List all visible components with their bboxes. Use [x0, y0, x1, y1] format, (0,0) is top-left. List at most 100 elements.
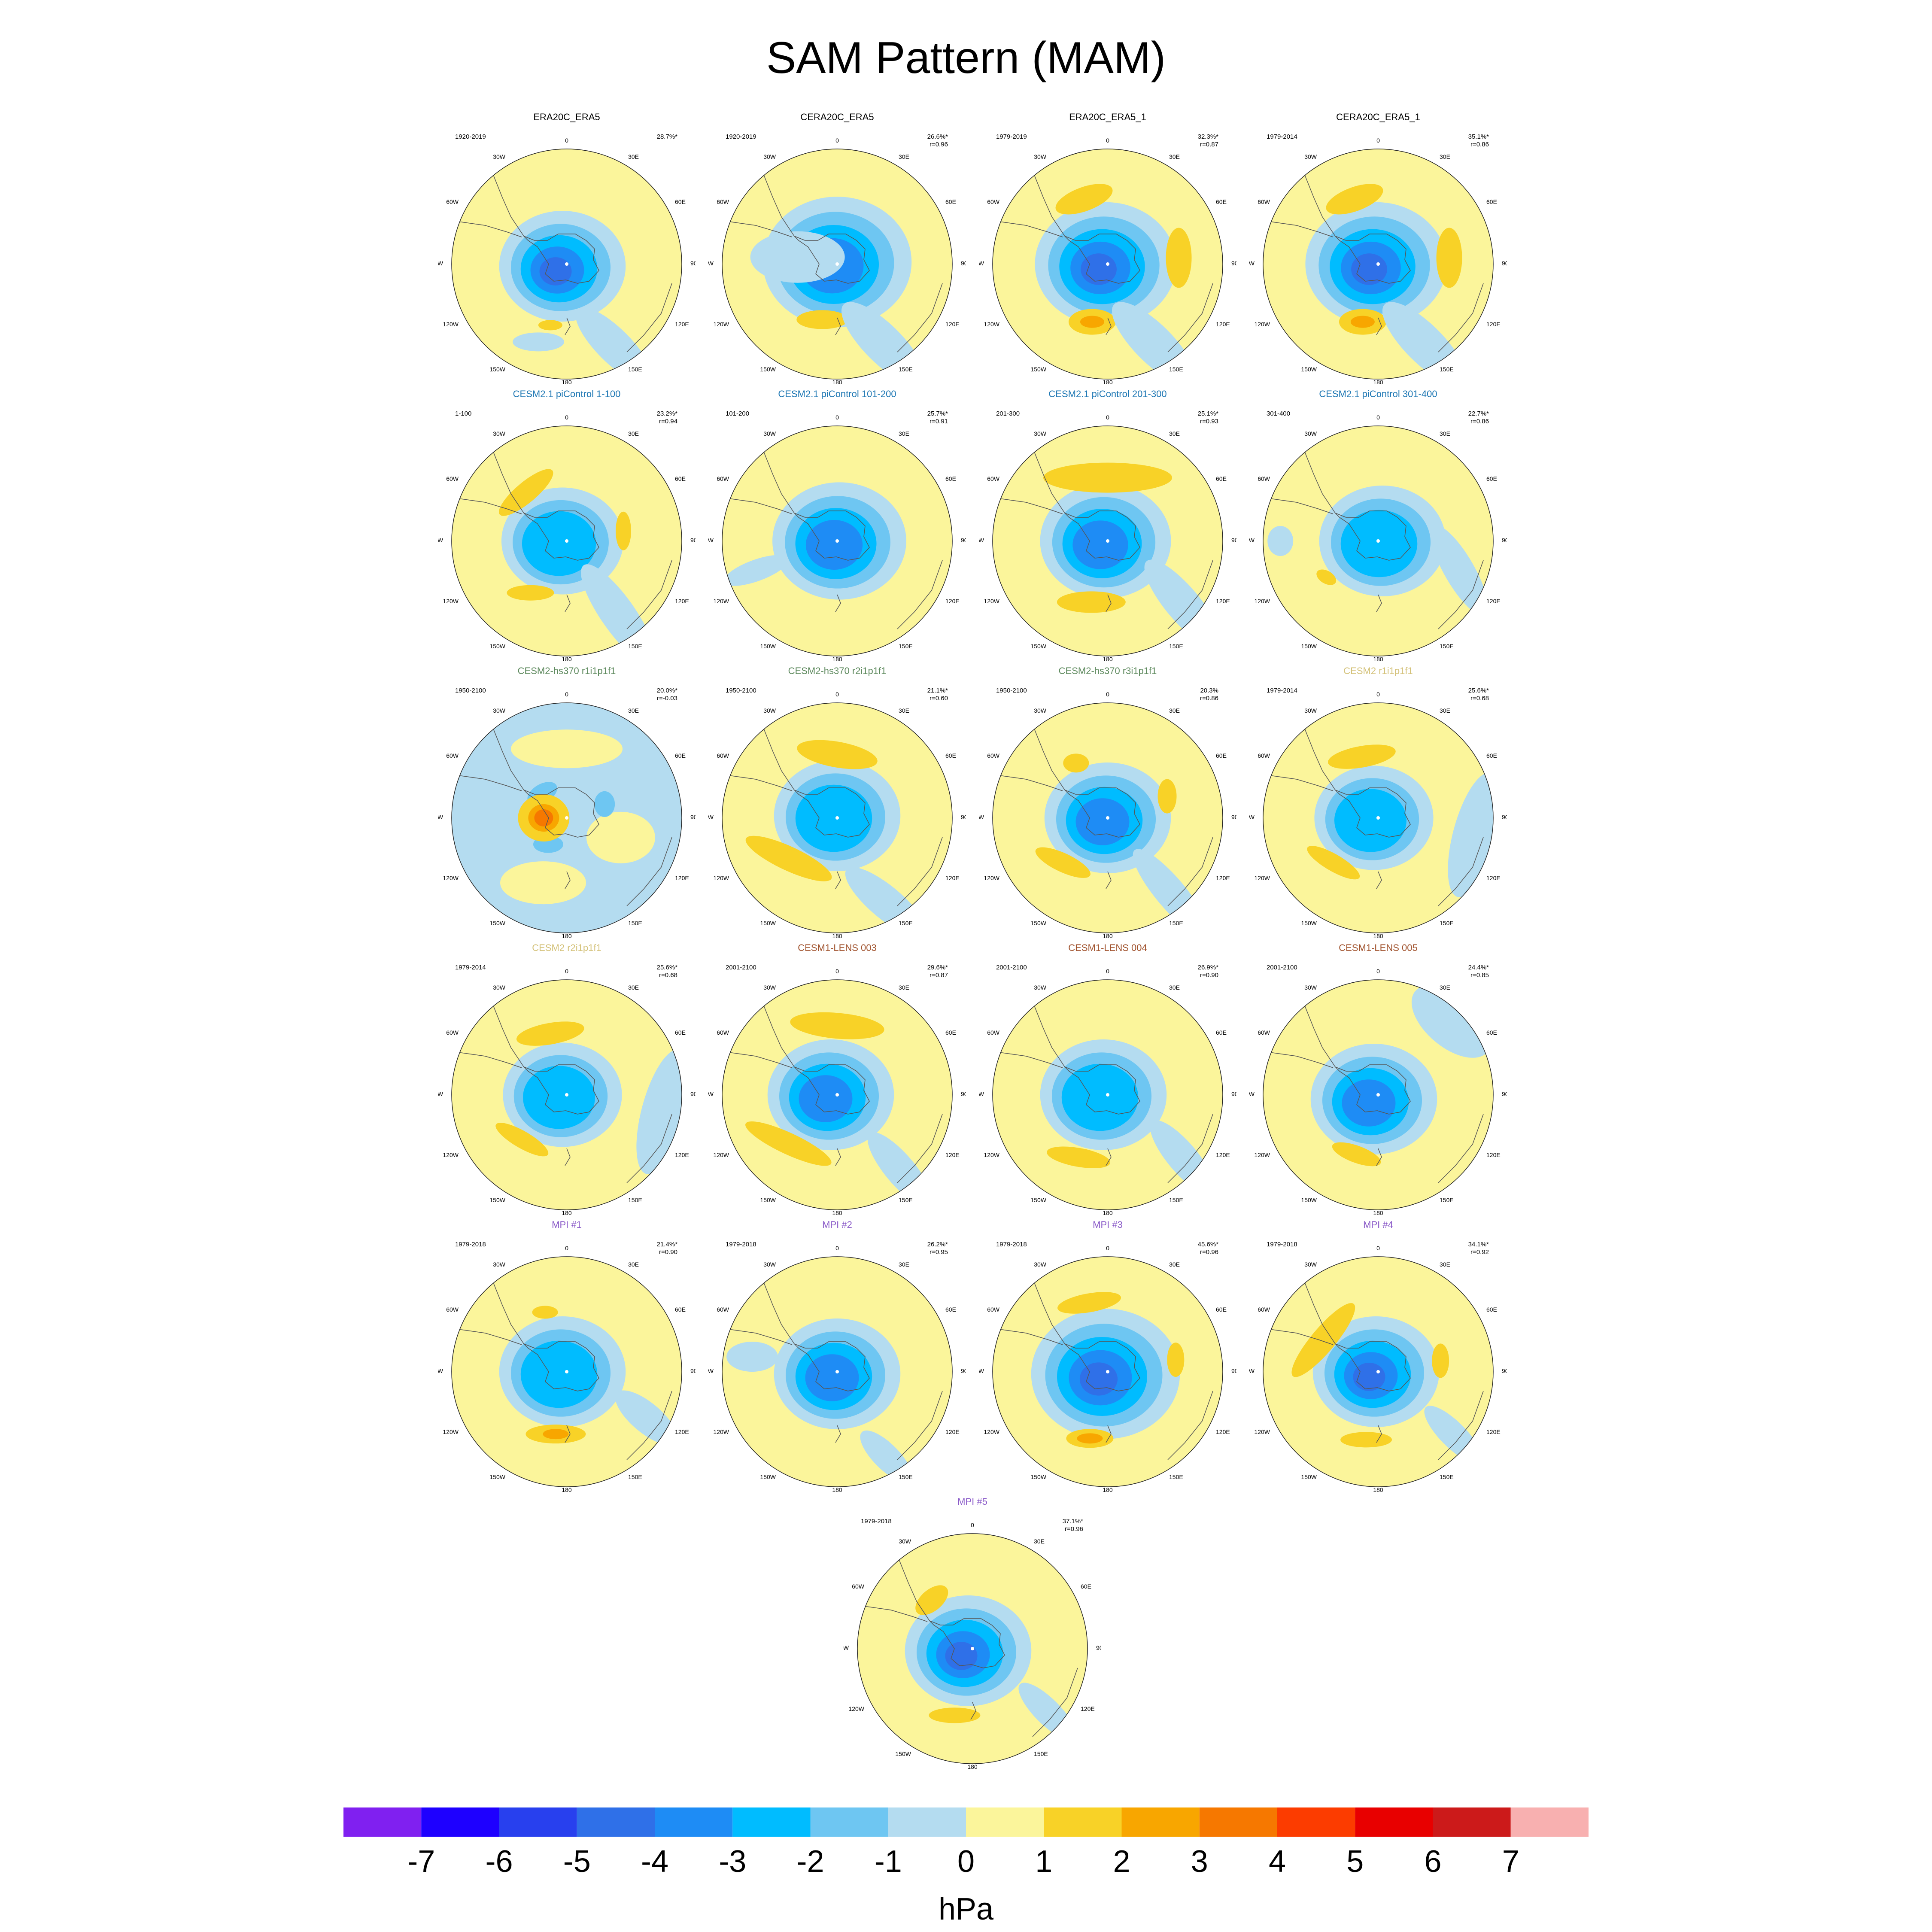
positive-anomaly-contour [1291, 1303, 1355, 1377]
south-pole-marker [565, 1093, 568, 1097]
longitude-label: 90W [1249, 1367, 1255, 1374]
panel-years: 1979-2018 [726, 1241, 756, 1248]
antarctica-coastline [523, 1341, 599, 1391]
longitude-label: 60E [945, 475, 956, 482]
polar-map: 0 30E 60E 90E 120E 150E 180 150W 120W 90W 60W 30W [1249, 968, 1507, 1216]
colorbar-swatch [1199, 1807, 1277, 1837]
anomaly-field [455, 1262, 678, 1460]
longitude-label: 30E [1440, 1261, 1450, 1268]
positive-anomaly-contour [1340, 1432, 1392, 1448]
longitude-label: 150E [1169, 1473, 1183, 1480]
map-border [722, 149, 953, 380]
negative-anomaly-contour [523, 1066, 595, 1129]
map-border [992, 979, 1223, 1210]
panel-years: 101-200 [726, 410, 750, 417]
colorbar-tick-label: -6 [485, 1844, 513, 1879]
longitude-label: 0 [1376, 414, 1380, 421]
new-zealand-coastline [1376, 317, 1382, 335]
longitude-label: 0 [565, 137, 568, 144]
negative-anomaly-contour [726, 1342, 778, 1372]
longitude-label: 90E [690, 1367, 696, 1374]
longitude-label: 90E [690, 814, 696, 820]
panel-title: CESM2.1 piControl 101-200 [778, 389, 896, 399]
longitude-label: 30E [899, 1261, 909, 1268]
longitude-label: 90W [438, 260, 444, 267]
longitude-label: 30W [763, 153, 776, 160]
negative-anomaly-contour [636, 1049, 682, 1175]
longitude-label: 90W [438, 1091, 444, 1097]
panel-pattern-correlation: r=0.60 [930, 695, 948, 702]
longitude-label: 30E [1169, 430, 1180, 437]
antarctica-coastline [1335, 787, 1411, 838]
anomaly-field [455, 985, 682, 1183]
map-border [451, 979, 682, 1210]
sam-pattern-panel: 0 30E 60E 90E 120E 150E 180 150W 120W 90W 60W 30W MP… [844, 1496, 1101, 1771]
longitude-label: 180 [967, 1763, 978, 1770]
antarctica-coastline [523, 510, 599, 561]
longitude-label: 90E [1231, 537, 1236, 544]
polar-map: 0 30E 60E 90E 120E 150E 180 150W 120W 90W 60W 30W [844, 1522, 1101, 1770]
longitude-label: 90E [1502, 1367, 1507, 1374]
sam-pattern-panel: 0 30E 60E 90E 120E 150E 180 150W 120W 90W 60W 30W MP… [979, 1219, 1236, 1494]
polar-map: 0 30E 60E 90E 120E 150E 180 150W 120W 90W 60W 30W [708, 968, 966, 1216]
longitude-label: 60W [987, 1306, 1000, 1313]
panel-variance-explained: 25.6%* [1468, 687, 1489, 694]
panel-years: 1950-2100 [455, 687, 486, 694]
longitude-label: 120E [1216, 1428, 1230, 1435]
south-america-coastline [860, 1605, 928, 1622]
sam-pattern-panel: 0 30E 60E 90E 120E 150E 180 150W 120W 90W 60W 30W CE… [708, 942, 966, 1217]
longitude-label: 30W [1304, 707, 1317, 714]
south-pole-marker [1376, 816, 1380, 820]
colorbar-tick-label: -1 [875, 1844, 902, 1879]
longitude-label: 30W [763, 1261, 776, 1268]
longitude-label: 0 [565, 414, 568, 421]
panel-title: CESM2-hs370 r1i1p1f1 [517, 665, 616, 676]
australia-coastline [897, 560, 943, 629]
antarctica-coastline [1064, 510, 1140, 561]
longitude-label: 0 [835, 137, 839, 144]
longitude-label: 30E [628, 153, 639, 160]
panel-years: 1950-2100 [996, 687, 1027, 694]
longitude-label: 90W [708, 814, 714, 820]
longitude-label: 150E [1169, 366, 1183, 373]
panel-title: MPI #4 [1363, 1219, 1393, 1230]
negative-anomaly-contour [522, 511, 596, 576]
panel-years: 301-400 [1267, 410, 1291, 417]
panel-pattern-correlation: r=0.85 [1470, 972, 1489, 979]
polar-map: 0 30E 60E 90E 120E 150E 180 150W 120W 90W 60W 30W [438, 691, 696, 939]
south-america-coastline [455, 221, 522, 237]
australia-coastline [626, 837, 672, 906]
longitude-label: 150E [628, 1197, 642, 1203]
positive-anomaly-contour [532, 1306, 558, 1319]
negative-anomaly-contour [1342, 1079, 1396, 1127]
longitude-label: 60E [1216, 475, 1227, 482]
negative-anomaly-contour [594, 791, 615, 817]
longitude-label: 150W [760, 920, 776, 927]
south-america-coastline [725, 1051, 793, 1068]
colorbar-swatch [343, 1807, 422, 1837]
longitude-label: 90W [708, 260, 714, 267]
antarctica-coastline [794, 1341, 870, 1391]
anomaly-field [996, 1262, 1213, 1460]
panel-years: 1950-2100 [726, 687, 756, 694]
longitude-label: 120W [443, 321, 459, 328]
longitude-label: 120E [1486, 1151, 1501, 1158]
antarctica-coastline [1064, 234, 1140, 284]
longitude-label: 0 [1106, 968, 1109, 975]
longitude-label: 0 [1106, 1245, 1109, 1252]
longitude-label: 180 [1373, 933, 1383, 939]
new-zealand-coastline [1376, 871, 1382, 889]
longitude-label: 150E [899, 643, 913, 650]
south-america-coastline [996, 1328, 1063, 1345]
australia-coastline [1438, 837, 1484, 906]
longitude-label: 150W [1030, 366, 1046, 373]
panel-pattern-correlation: r=0.92 [1470, 1249, 1489, 1256]
longitude-label: 30W [899, 1538, 911, 1545]
longitude-label: 30W [1304, 1261, 1317, 1268]
australia-coastline [626, 560, 672, 629]
colorbar-tick-label: 6 [1424, 1844, 1441, 1879]
south-pole-marker [1106, 1370, 1109, 1373]
south-america-coastline [455, 775, 522, 791]
longitude-label: 90E [961, 1091, 966, 1097]
longitude-label: 90E [690, 260, 696, 267]
